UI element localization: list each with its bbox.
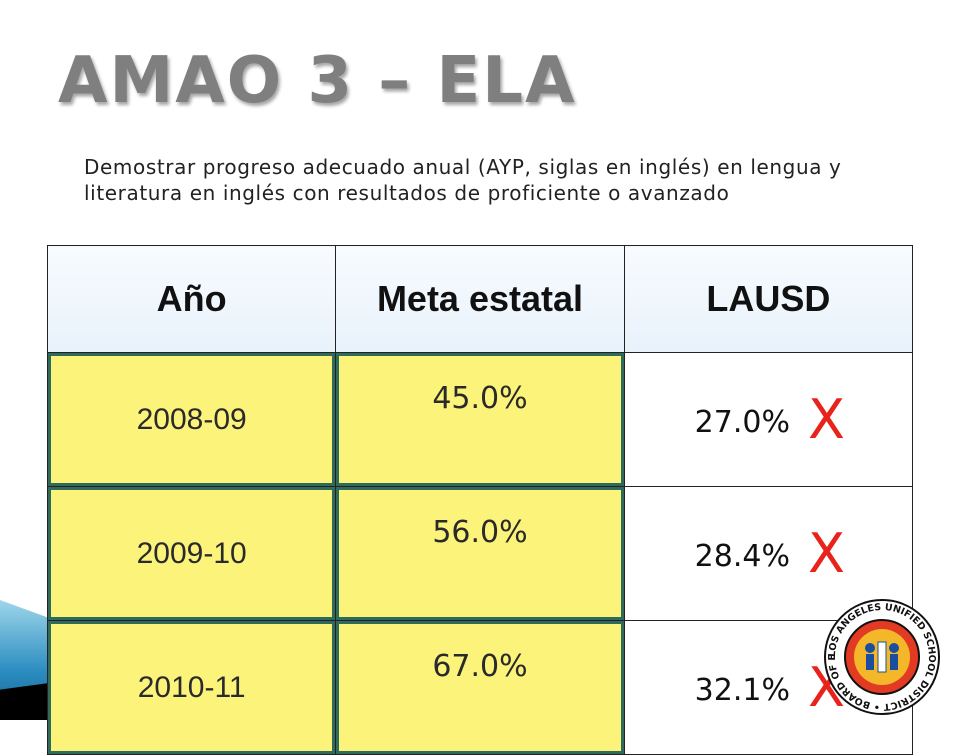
- header-year: Año: [46, 245, 337, 353]
- slide-subtitle: Demostrar progreso adecuado anual (AYP, …: [84, 155, 842, 205]
- results-table: Año Meta estatal LAUSD 2008-09 45.0% 27.…: [46, 245, 914, 755]
- header-state-goal: Meta estatal: [335, 245, 625, 353]
- header-lausd: LAUSD: [623, 245, 914, 353]
- results-table-container: Año Meta estatal LAUSD 2008-09 45.0% 27.…: [46, 245, 914, 755]
- year-cell: 2010-11: [46, 620, 337, 755]
- lausd-seal-logo-icon: LOS ANGELES UNIFIED SCHOOL DISTRICT • BO…: [822, 598, 940, 715]
- lausd-value: 28.4%: [694, 539, 790, 574]
- year-cell: 2008-09: [46, 352, 337, 487]
- fail-mark-icon: X: [807, 388, 845, 451]
- year-cell: 2009-10: [46, 486, 337, 621]
- state-goal-cell: 56.0%: [335, 486, 625, 621]
- lausd-cell: 28.4% X: [623, 486, 914, 621]
- state-goal-cell: 45.0%: [335, 352, 625, 487]
- state-goal-cell: 67.0%: [335, 620, 625, 755]
- table-row: 2010-11 67.0% 32.1% X: [46, 620, 914, 755]
- lausd-cell: 27.0% X: [623, 352, 914, 487]
- slide-title: AMAO 3 – ELA: [58, 44, 577, 118]
- lausd-value: 32.1%: [694, 673, 790, 708]
- lausd-value: 27.0%: [694, 405, 790, 440]
- table-row: 2008-09 45.0% 27.0% X: [46, 352, 914, 487]
- table-header-row: Año Meta estatal LAUSD: [46, 245, 914, 353]
- fail-mark-icon: X: [807, 522, 845, 585]
- table-row: 2009-10 56.0% 28.4% X: [46, 486, 914, 621]
